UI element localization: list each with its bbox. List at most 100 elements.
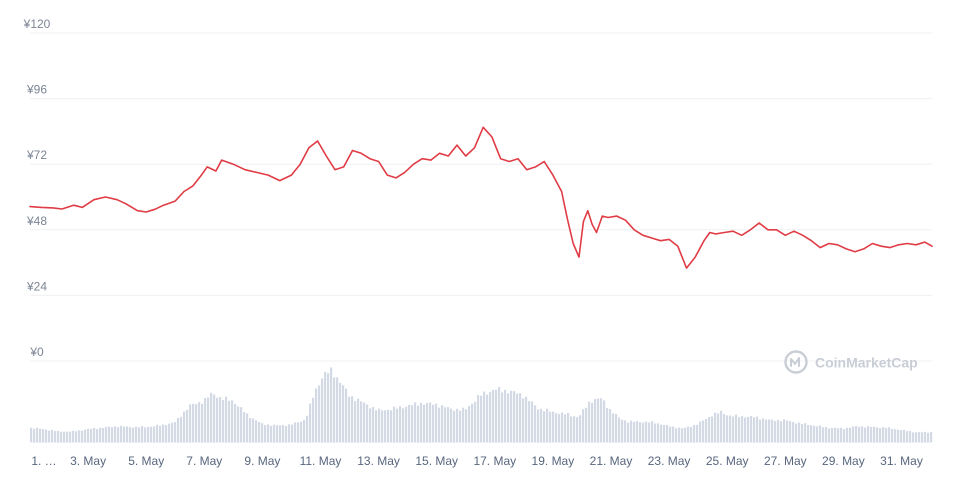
volume-bar (330, 367, 333, 442)
volume-bar (474, 401, 477, 442)
volume-bar (708, 417, 711, 442)
volume-bar (96, 429, 99, 442)
volume-bar (345, 388, 348, 442)
volume-bar (774, 421, 777, 442)
volume-bar (363, 402, 366, 442)
volume-bar (633, 421, 636, 442)
volume-bar (663, 425, 666, 442)
volume-bar (921, 432, 924, 442)
volume-bar (786, 420, 789, 442)
volume-bar (894, 429, 897, 442)
volume-bar (609, 409, 612, 442)
volume-bar (675, 428, 678, 442)
volume-bar (678, 427, 681, 442)
volume-bar (72, 430, 75, 442)
volume-bar (657, 423, 660, 442)
volume-bar (891, 428, 894, 442)
volume-bar (114, 426, 117, 442)
volume-bar (465, 409, 468, 442)
volume-bar (216, 397, 219, 442)
volume-bar (753, 417, 756, 442)
volume-bar (876, 427, 879, 442)
volume-bar (570, 416, 573, 442)
volume-bar (519, 393, 522, 442)
volume-bar (534, 405, 537, 442)
volume-bar (579, 415, 582, 442)
y-tick-label: ¥0 (29, 345, 44, 359)
volume-bar (252, 418, 255, 442)
y-tick-label: ¥48 (26, 214, 47, 228)
volume-bar (516, 393, 519, 442)
volume-bar (558, 414, 561, 442)
volume-bar (930, 432, 933, 442)
volume-bar (831, 427, 834, 442)
volume-bar (843, 429, 846, 442)
volume-bar (420, 402, 423, 442)
volume-bar (303, 419, 306, 442)
volume-bar (444, 407, 447, 442)
volume-bar (324, 371, 327, 442)
volume-bar (915, 432, 918, 442)
volume-bar (354, 401, 357, 442)
volume-bar (357, 398, 360, 442)
volume-bar (849, 427, 852, 442)
y-tick-label: ¥24 (26, 279, 47, 293)
volume-bar (498, 387, 501, 442)
volume-bar (585, 407, 588, 442)
volume-bar (690, 426, 693, 442)
volume-bar (63, 431, 66, 442)
volume-bar (660, 424, 663, 442)
volume-bar (591, 402, 594, 442)
volume-bar (306, 415, 309, 442)
volume-bar (258, 421, 261, 442)
volume-bar (822, 427, 825, 442)
volume-bar (339, 382, 342, 442)
volume-bar (525, 396, 528, 442)
volume-bar (522, 398, 525, 442)
volume-bar (489, 391, 492, 442)
volume-bar (288, 424, 291, 442)
volume-bar (903, 429, 906, 442)
volume-bar (750, 416, 753, 442)
volume-bar (126, 426, 129, 442)
volume-bar (177, 417, 180, 442)
volume-bar (480, 395, 483, 442)
volume-bar (813, 425, 816, 442)
volume-bar (441, 405, 444, 442)
volume-bar (684, 427, 687, 442)
volume-bar (186, 409, 189, 442)
volume-bar (342, 385, 345, 442)
x-tick-label: 5. May (128, 454, 164, 468)
volume-bar (468, 406, 471, 442)
volume-bar (45, 429, 48, 442)
volume-bar (210, 392, 213, 442)
volume-bar (765, 419, 768, 442)
volume-bar (192, 403, 195, 442)
volume-bar (513, 391, 516, 442)
volume-bar (672, 426, 675, 442)
volume-bar (828, 428, 831, 442)
volume-bar (405, 406, 408, 442)
volume-bar (369, 408, 372, 442)
volume-bar (606, 407, 609, 442)
volume-bar (291, 424, 294, 442)
volume-bar (912, 432, 915, 442)
volume-bar (54, 431, 57, 442)
volume-bar (87, 428, 90, 442)
volume-bar (264, 425, 267, 442)
volume-bar (399, 406, 402, 442)
volume-bar (900, 430, 903, 442)
volume-bar (141, 426, 144, 442)
volume-bar (189, 404, 192, 442)
volume-bar (600, 398, 603, 442)
volume-bar (267, 424, 270, 442)
volume-bar (768, 419, 771, 442)
volume-bar (30, 427, 33, 442)
volume-bar (204, 397, 207, 442)
volume-bar (618, 417, 621, 442)
volume-bar (924, 431, 927, 442)
volume-bar (615, 413, 618, 442)
volume-bar (630, 420, 633, 442)
volume-bar (93, 428, 96, 442)
